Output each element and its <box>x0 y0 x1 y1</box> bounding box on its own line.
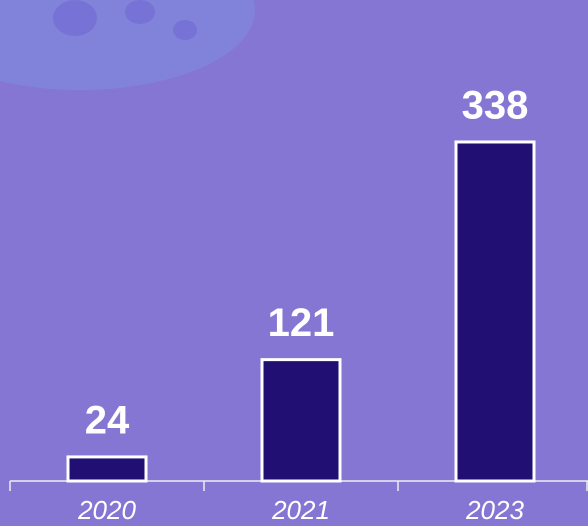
value-label: 121 <box>268 301 335 345</box>
value-label: 338 <box>462 84 529 128</box>
x-tick-label: 2020 <box>77 495 136 525</box>
decoration <box>0 0 255 90</box>
bar <box>66 455 148 483</box>
bar <box>454 140 536 483</box>
value-label: 24 <box>85 398 130 442</box>
bar <box>260 358 342 483</box>
x-tick-label: 2021 <box>271 495 330 525</box>
x-tick-label: 2023 <box>465 495 524 525</box>
